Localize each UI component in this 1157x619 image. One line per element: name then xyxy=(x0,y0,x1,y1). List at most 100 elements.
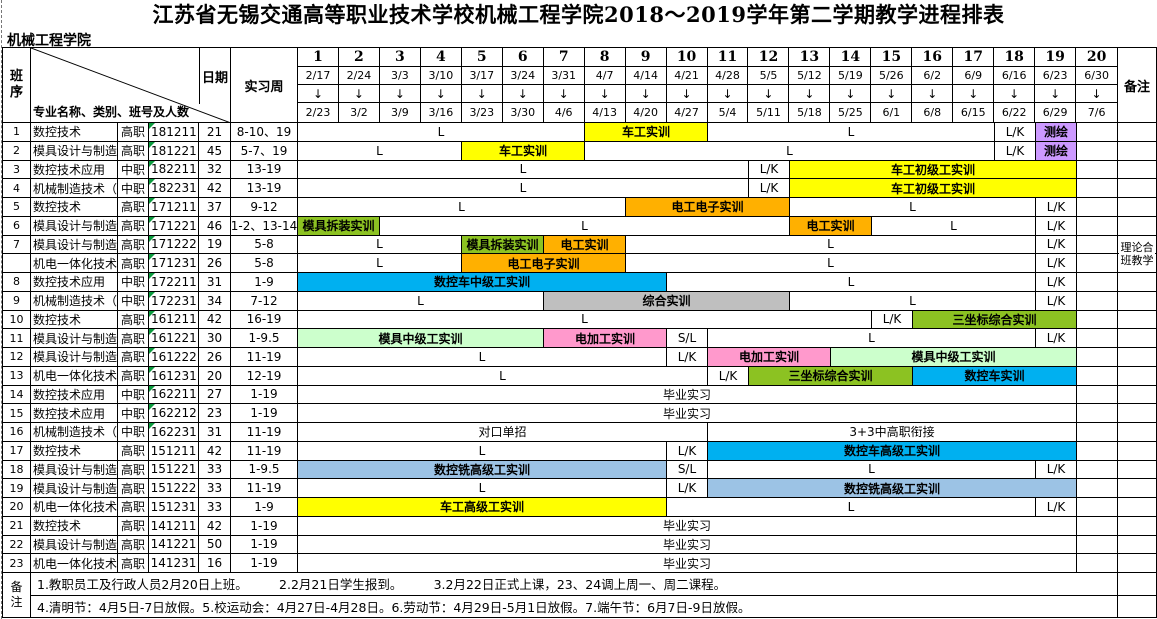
week-start-date-cell[interactable]: 5/12 xyxy=(789,67,830,85)
student-count-cell[interactable]: 42 xyxy=(199,441,231,461)
week-end-date-cell[interactable]: 6/15 xyxy=(960,106,986,119)
specialty-name-cell[interactable]: 数控技术应用 xyxy=(31,404,118,423)
week-number-cell[interactable]: 10 xyxy=(666,48,707,67)
specialty-name-cell[interactable]: 模具设计与制造 xyxy=(31,235,118,255)
row-number-cell[interactable]: 11 xyxy=(3,329,31,348)
schedule-segment[interactable]: L/K xyxy=(667,479,708,498)
remark-cell[interactable] xyxy=(1118,404,1156,423)
schedule-segment[interactable]: L/K xyxy=(708,366,749,386)
schedule-segment[interactable]: 数控铣高级工实训 xyxy=(708,479,1077,498)
schedule-segment[interactable] xyxy=(1077,179,1118,198)
remark-cell[interactable] xyxy=(1118,461,1156,480)
practice-weeks-cell[interactable]: 5-8 xyxy=(231,235,298,255)
schedule-segment[interactable]: L xyxy=(298,366,708,386)
schedule-segment[interactable]: 模具中级工实训 xyxy=(298,329,544,348)
row-number-cell[interactable]: 1 xyxy=(3,123,31,142)
row-number-cell[interactable]: 21 xyxy=(3,516,31,536)
student-count-cell[interactable]: 42 xyxy=(199,310,231,330)
week-start-date-cell[interactable]: 4/28 xyxy=(707,67,748,85)
schedule-segment[interactable]: 电加工实训 xyxy=(544,329,667,348)
remark-cell[interactable] xyxy=(1118,423,1156,442)
week-start-date-cell[interactable]: 6/9 xyxy=(953,67,994,85)
merged-remark-cell[interactable]: 理论合班教学 xyxy=(1119,236,1155,272)
schedule-segment[interactable]: 对口单招 xyxy=(298,423,708,442)
remark-cell[interactable] xyxy=(1118,479,1156,498)
week-start-date-cell[interactable]: 3/31 xyxy=(543,67,584,85)
week-start-date-cell[interactable]: 5/19 xyxy=(830,67,871,85)
row-number-cell[interactable]: 14 xyxy=(3,385,31,405)
student-count-cell[interactable]: 46 xyxy=(199,216,231,236)
week-number-cell[interactable]: 18 xyxy=(994,48,1035,67)
remark-cell[interactable] xyxy=(1118,348,1156,367)
note-line-2[interactable]: 4.清明节：4月5日-7日放假。5.校运动会：4月27日-4月28日。6.劳动节… xyxy=(37,599,751,615)
schedule-segment[interactable]: L xyxy=(298,479,667,498)
schedule-segment[interactable]: 车工初级工实训 xyxy=(790,179,1077,198)
practice-weeks-cell[interactable]: 11-19 xyxy=(231,348,298,367)
week-end-date-cell[interactable]: 6/8 xyxy=(923,106,942,119)
week-start-date-cell[interactable]: 6/23 xyxy=(1035,67,1076,85)
schedule-segment[interactable]: 模具拆装实训 xyxy=(462,235,544,255)
schedule-segment[interactable]: L xyxy=(790,291,1036,311)
schedule-segment[interactable]: 数控铣高级工实训 xyxy=(298,460,667,480)
practice-weeks-cell[interactable]: 8-10、19 xyxy=(231,123,298,142)
schedule-segment[interactable]: 车工高级工实训 xyxy=(298,498,667,517)
week-end-date-cell[interactable]: 3/16 xyxy=(428,106,454,119)
row-number-cell[interactable]: 3 xyxy=(3,160,31,180)
specialty-name-cell[interactable]: 模具设计与制造 xyxy=(31,348,118,367)
class-number-cell[interactable]: 181221 xyxy=(149,141,199,161)
schedule-segment[interactable]: L xyxy=(790,198,1036,217)
class-number-cell[interactable]: 161221 xyxy=(149,329,199,348)
schedule-segment[interactable]: 车工实训 xyxy=(462,141,585,161)
week-number-cell[interactable]: 4 xyxy=(420,48,461,67)
schedule-segment[interactable]: 车工初级工实训 xyxy=(790,160,1077,180)
practice-weeks-cell[interactable]: 11-19 xyxy=(231,479,298,498)
week-start-date-cell[interactable]: 5/26 xyxy=(871,67,912,85)
week-number-cell[interactable]: 15 xyxy=(871,48,912,67)
remark-cell[interactable] xyxy=(1118,123,1156,142)
week-end-date-cell[interactable]: 2/23 xyxy=(305,106,331,119)
practice-weeks-cell[interactable]: 13-19 xyxy=(231,160,298,180)
schedule-segment[interactable]: L xyxy=(298,198,626,217)
schedule-segment[interactable] xyxy=(1077,254,1118,273)
practice-weeks-cell[interactable]: 16-19 xyxy=(231,310,298,330)
schedule-segment[interactable] xyxy=(1077,498,1118,517)
row-number-cell[interactable]: 12 xyxy=(3,348,31,367)
specialty-name-cell[interactable]: 数控技术 xyxy=(31,310,118,330)
row-number-cell[interactable]: 7 xyxy=(3,235,31,255)
student-count-cell[interactable]: 42 xyxy=(199,179,231,198)
student-count-cell[interactable]: 16 xyxy=(199,554,231,573)
schedule-segment[interactable]: 模具拆装实训 xyxy=(298,216,380,236)
schedule-segment[interactable]: L/K xyxy=(872,310,913,330)
class-number-cell[interactable]: 162212 xyxy=(149,404,199,423)
schedule-segment[interactable]: L/K xyxy=(1036,216,1077,236)
schedule-segment[interactable]: 三坐标综合实训 xyxy=(913,310,1077,330)
schedule-segment[interactable] xyxy=(1077,123,1118,142)
schedule-segment[interactable]: 车工实训 xyxy=(585,123,708,142)
specialty-name-cell[interactable]: 机电一体化技术 xyxy=(31,366,118,386)
practice-weeks-cell[interactable]: 1-19 xyxy=(231,385,298,405)
schedule-segment[interactable]: S/L xyxy=(667,329,708,348)
practice-weeks-cell[interactable]: 12-19 xyxy=(231,366,298,386)
schedule-segment[interactable]: L/K xyxy=(1036,198,1077,217)
week-end-date-cell[interactable]: 6/1 xyxy=(882,106,901,119)
week-number-cell[interactable]: 12 xyxy=(748,48,789,67)
row-number-cell[interactable]: 6 xyxy=(3,216,31,236)
class-number-cell[interactable]: 171211 xyxy=(149,198,199,217)
specialty-name-cell[interactable]: 机电一体化技术 xyxy=(31,254,118,273)
week-number-cell[interactable]: 1 xyxy=(298,48,338,67)
remark-cell[interactable] xyxy=(1118,517,1156,536)
remark-cell[interactable] xyxy=(1118,161,1156,180)
week-number-cell[interactable]: 2 xyxy=(338,48,379,67)
specialty-name-cell[interactable]: 机械制造技术（数 xyxy=(31,179,118,198)
schedule-segment[interactable] xyxy=(1077,348,1118,367)
schedule-segment[interactable]: L xyxy=(872,216,1036,236)
schedule-segment[interactable]: 毕业实习 xyxy=(298,516,1077,536)
row-number-cell[interactable]: 5 xyxy=(3,198,31,217)
diagonal-header-cell[interactable]: 日期 专业名称、类别、班号及人数 xyxy=(31,48,231,123)
student-count-cell[interactable]: 37 xyxy=(199,198,231,217)
remark-cell[interactable] xyxy=(1118,329,1156,348)
schedule-segment[interactable]: L xyxy=(708,123,995,142)
week-number-cell[interactable]: 14 xyxy=(830,48,871,67)
schedule-segment[interactable]: 数控车中级工实训 xyxy=(298,273,667,292)
remark-cell[interactable] xyxy=(1118,311,1156,330)
